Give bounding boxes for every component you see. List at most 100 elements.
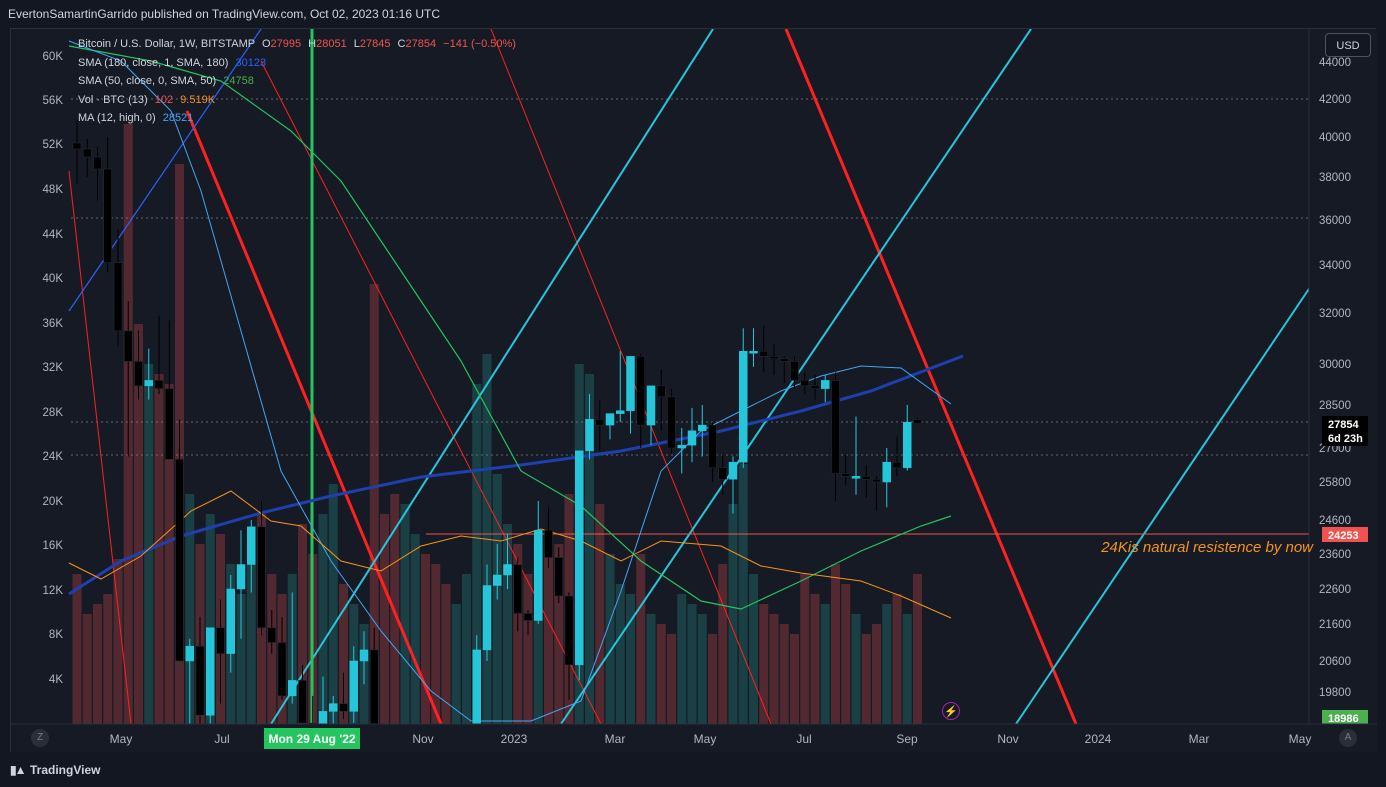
time-tick-label: 2023 [501,732,528,746]
volume-bar [513,544,523,724]
volume-value-2: 9.519K [180,93,216,106]
sma50-label: SMA (50, close, 0, SMA, 50) [78,75,217,87]
volume-bar [421,554,430,724]
volume-bar [318,514,328,724]
candle-body [554,557,563,597]
candle-body [800,380,809,387]
candle-body [103,168,112,263]
volume-bar [134,324,143,724]
candle-body [72,142,82,150]
volume-bar [554,544,564,724]
tradingview-logo[interactable]: ▮▲ TradingView [10,763,100,777]
time-tick-label: Mar [1189,732,1210,746]
sma180-line [68,354,964,596]
flash-icon[interactable]: ⚡ [942,702,960,720]
volume-bar [369,284,379,724]
candle-body [636,356,645,426]
axis-layer: 44000 42000 40000 38000 36000 34000 32000 30000… [11,29,1377,753]
candle-body [903,421,912,469]
candle-body [851,476,861,479]
volume-bar [533,544,543,724]
candle-body [698,424,707,432]
candle-body [687,430,697,446]
candle-body [523,613,533,621]
time-tick-label: Jul [214,732,229,746]
candle-body [349,660,358,712]
candle-layer [72,119,922,753]
candle-body [739,351,748,463]
price-axis-background [1309,29,1377,753]
trendline-layer [68,29,1322,725]
legend-volume-row[interactable]: Vol · BTC (13) 102 9.519K [78,91,516,110]
low-price-badge-box [1322,710,1368,725]
legend-sma50-row[interactable]: SMA (50, close, 0, SMA, 50) 24758 [78,72,516,91]
volume-bar [759,604,769,724]
time-tick-label: May [1289,732,1312,746]
currency-button[interactable]: USD [1325,33,1371,57]
candle-body [370,649,379,725]
price-tick-label: 22600 [1319,584,1351,596]
price-chart[interactable]: 44000 42000 40000 38000 36000 34000 32000 30000… [11,29,1377,753]
volume-bar [626,594,635,724]
red-trendline-1 [185,110,443,725]
zoom-left-button[interactable]: Z [31,729,49,747]
volume-tick-label: 36K [43,318,64,330]
volume-tick-label: 24K [43,451,64,463]
red-thin-trendline-1 [260,60,602,725]
volume-bar [882,604,892,724]
candle-body [913,419,922,424]
volume-bar [113,559,123,724]
symbol-label[interactable]: Bitcoin / U.S. Dollar, 1W, BITSTAMP [78,38,255,50]
price-tick-label: 25800 [1319,477,1351,489]
candle-body [626,356,635,411]
candle-body [513,564,522,614]
candle-body [165,388,174,460]
candle-body [298,680,307,724]
price-tick-label: 19800 [1319,687,1351,699]
legend-sma180-row[interactable]: SMA (180, close, 1, SMA, 180) 30123 [78,54,516,73]
auto-scale-button[interactable]: A [1339,729,1357,747]
volume-tick-label: 20K [43,496,64,508]
candle-body [175,459,184,662]
volume-bar [339,584,348,724]
volume-bar [154,374,164,724]
top-bar: EvertonSamartinGarrido published on Trad… [0,0,1386,28]
ohlc-change: −141 (−0.50%) [443,38,516,50]
volume-bar [72,574,82,724]
candle-body [288,680,297,697]
candle-body [872,478,881,483]
blue-trendline [68,29,262,312]
price-tick-label: 24600 [1319,515,1351,527]
candle-body [83,148,92,158]
candle-body [144,380,153,387]
volume-bar [205,514,215,724]
candle-body [154,380,164,389]
volume-bar [851,614,861,724]
candle-body [605,413,615,426]
candle-body [759,351,768,357]
volume-bar [246,564,256,724]
volume-tick-label: 16K [43,540,64,552]
candle-body [216,627,225,654]
volume-bar [605,554,615,724]
candle-body [564,595,574,666]
volume-bar [861,634,871,724]
candle-body [667,396,676,449]
candle-body [482,585,492,651]
price-tick-label: 42000 [1319,94,1351,106]
candle-body [339,703,348,712]
volume-value-1: 102 [154,93,174,106]
legend-ma12-row[interactable]: MA (12, high, 0) 28521 [78,109,516,128]
chart-panel[interactable]: 44000 42000 40000 38000 36000 34000 32000 30000… [10,28,1377,753]
ohlc-high: H28051 [308,38,347,50]
volume-bar [872,624,881,724]
volume-bar [451,604,461,724]
volume-bar [93,604,102,724]
ohlc-low: L27845 [353,38,391,50]
time-tick-label: May [694,732,717,746]
ma12-value: 28521 [162,112,194,124]
volume-bar [769,614,779,724]
volume-bar [800,574,810,724]
candle-body [359,649,369,662]
volume-tick-label: 4K [49,674,63,686]
